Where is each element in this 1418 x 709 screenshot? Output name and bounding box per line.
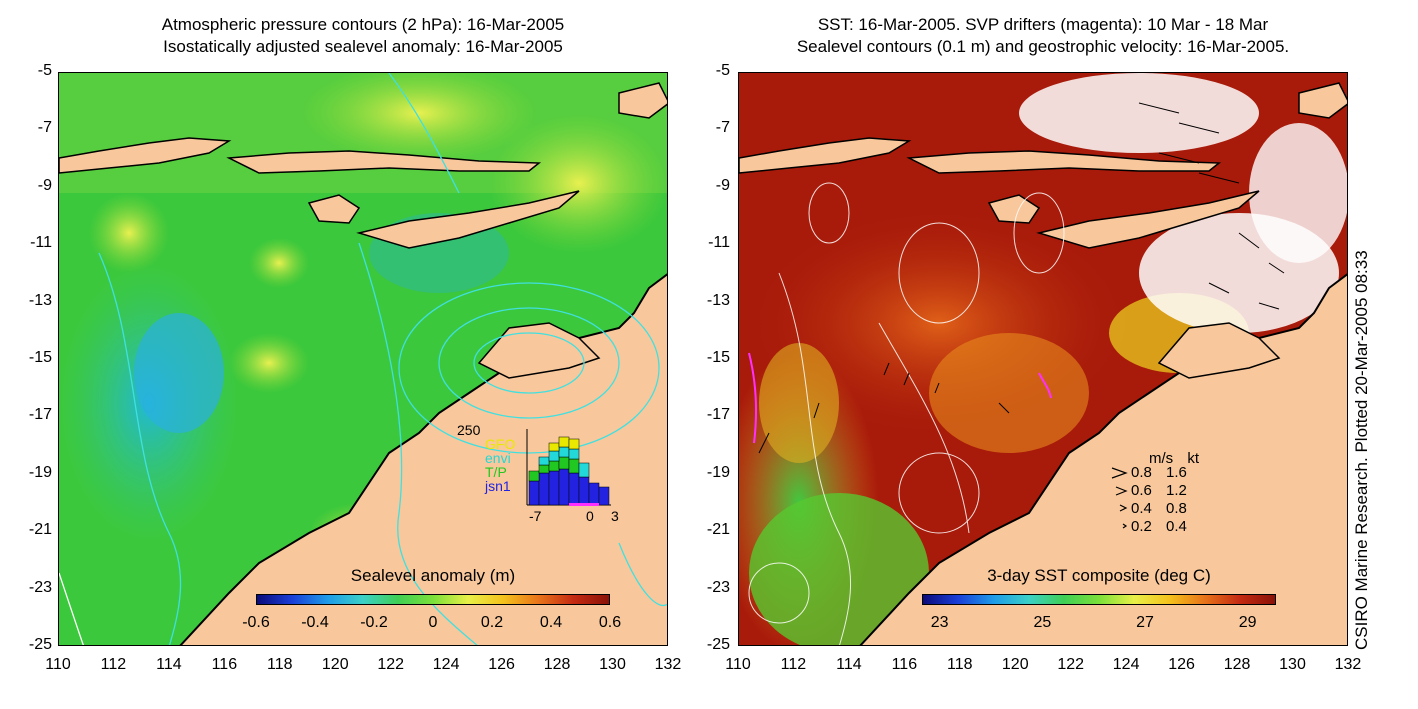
longitude-tick-label: 110 — [725, 656, 751, 673]
colorbar-tick-label: 0.6 — [598, 614, 622, 631]
lesser-sunda-islands — [226, 150, 542, 174]
speed-legend-row: 0.8 1.6 — [1131, 464, 1187, 481]
pressure-contours — [98, 73, 667, 645]
left-colorbar-title: Sealevel anomaly (m) — [350, 566, 516, 585]
longitude-tick-label: 122 — [1057, 656, 1085, 673]
latitude-tick-label: -25 — [28, 636, 52, 653]
geostrophic-velocity-arrows — [758, 102, 1285, 454]
speed-unit-kt: kt — [1187, 450, 1200, 467]
longitude-tick-label: 114 — [156, 656, 182, 673]
longitude-tick-label: 130 — [599, 656, 626, 673]
latitude-tick-label: -9 — [37, 176, 52, 194]
histogram-x-label-min: -7 — [529, 508, 542, 524]
longitude-tick-label: 128 — [1223, 656, 1251, 673]
sealevel-colorbar — [256, 594, 610, 605]
colorbar-tick-label: -0.2 — [360, 614, 388, 631]
longitude-tick-label: 118 — [267, 656, 293, 673]
longitude-tick-label: 124 — [1112, 656, 1140, 673]
sst-colorbar — [922, 594, 1276, 605]
legend-envi: envi — [485, 450, 511, 466]
right-title-line1: SST: 16-Mar-2005. SVP drifters (magenta)… — [817, 15, 1269, 34]
latitude-tick-label: -19 — [706, 463, 730, 481]
speed-unit-ms: m/s — [1149, 450, 1174, 467]
longitude-tick-label: 118 — [947, 656, 973, 673]
latitude-tick-label: -17 — [706, 406, 730, 424]
left-title-line2: Isostatically adjusted sealevel anomaly:… — [163, 37, 563, 56]
legend-gfo: GFO — [485, 436, 516, 452]
legend-jsn1: jsn1 — [485, 478, 511, 494]
latitude-tick-label: -5 — [715, 62, 730, 79]
latitude-tick-label: -23 — [706, 578, 730, 596]
speed-legend-arrows — [1111, 467, 1128, 529]
latitude-tick-label: -7 — [715, 119, 730, 137]
sst-map: m/s kt 0.8 1.6 0.6 1.2 0.4 0.8 0.2 0.4 — [738, 72, 1348, 646]
java-island — [739, 137, 912, 174]
credit-text: CSIRO Marine Research. Plotted 20-Mar-20… — [1352, 250, 1371, 650]
sst-map-graphic — [739, 73, 1347, 645]
colorbar-tick-label: -0.6 — [242, 614, 270, 631]
longitude-tick-label: 110 — [45, 656, 71, 673]
latitude-tick-label: -17 — [28, 406, 52, 424]
latitude-tick-label: -7 — [37, 119, 52, 137]
colorbar-tick-label: 0.2 — [480, 614, 504, 631]
timor-island — [356, 190, 580, 249]
colorbar-tick-label: 0.4 — [539, 614, 563, 631]
colorbar-tick-label: -0.4 — [301, 614, 329, 631]
speed-legend-row: 0.6 1.2 — [1131, 482, 1187, 499]
legend-tp: T/P — [485, 464, 507, 480]
longitude-tick-label: 124 — [432, 656, 460, 673]
longitude-tick-label: 126 — [1168, 656, 1195, 673]
speed-legend-row: 0.4 0.8 — [1131, 500, 1187, 517]
longitude-tick-label: 116 — [211, 656, 238, 673]
observation-histogram — [526, 429, 611, 506]
latitude-tick-label: -25 — [706, 636, 730, 653]
right-title-line2: Sealevel contours (0.1 m) and geostrophi… — [796, 37, 1290, 56]
longitude-tick-label: 112 — [780, 656, 807, 673]
speed-legend-header: m/s kt — [1149, 451, 1199, 467]
right-map-title: SST: 16-Mar-2005. SVP drifters (magenta)… — [738, 14, 1348, 58]
longitude-tick-label: 112 — [100, 656, 127, 673]
right-colorbar-title: 3-day SST composite (deg C) — [987, 566, 1211, 585]
longitude-tick-label: 132 — [654, 656, 682, 673]
latitude-tick-label: -15 — [706, 349, 730, 366]
latitude-tick-label: -11 — [30, 234, 52, 252]
histogram-x-label-zero: 0 — [586, 508, 594, 524]
longitude-tick-label: 116 — [891, 656, 918, 673]
longitude-tick-label: 130 — [1279, 656, 1306, 673]
longitude-tick-label: 122 — [377, 656, 405, 673]
sealevel-anomaly-map: 250 GFO envi T/P jsn1 -7 0 3 — [58, 72, 668, 646]
longitude-tick-label: 126 — [488, 656, 515, 673]
drifter-track — [748, 352, 758, 444]
latitude-tick-label: -21 — [706, 521, 730, 539]
sealevel-map-graphic — [59, 73, 667, 645]
longitude-tick-label: 128 — [543, 656, 571, 673]
longitude-tick-label: 114 — [836, 656, 862, 673]
latitude-tick-label: -23 — [28, 578, 52, 596]
timor-island — [1036, 190, 1260, 249]
colorbar-tick-label: 27 — [1136, 614, 1154, 631]
sealevel-contours — [748, 182, 1065, 645]
speed-legend-row: 0.2 0.4 — [1131, 518, 1187, 535]
latitude-tick-label: -9 — [715, 176, 730, 194]
left-title-line1: Atmospheric pressure contours (2 hPa): 1… — [161, 15, 565, 34]
java-island — [59, 137, 232, 174]
colorbar-tick-label: 25 — [1033, 614, 1052, 631]
colorbar-tick-label: 0 — [428, 614, 438, 631]
longitude-tick-label: 120 — [321, 656, 349, 673]
latitude-tick-label: -13 — [28, 291, 52, 309]
latitude-tick-label: -5 — [37, 62, 52, 79]
longitude-tick-label: 120 — [1001, 656, 1029, 673]
latitude-tick-label: -11 — [708, 234, 730, 252]
longitude-tick-label: 132 — [1334, 656, 1362, 673]
histogram-top-label: 250 — [457, 422, 481, 438]
left-map-title: Atmospheric pressure contours (2 hPa): 1… — [58, 14, 668, 58]
latitude-tick-label: -15 — [28, 349, 52, 366]
latitude-tick-label: -21 — [28, 521, 52, 539]
colorbar-tick-label: 23 — [930, 614, 949, 631]
latitude-tick-label: -13 — [706, 291, 730, 309]
histogram-x-label-max: 3 — [611, 508, 619, 524]
lesser-sunda-islands — [906, 150, 1222, 174]
colorbar-tick-label: 29 — [1238, 614, 1257, 631]
latitude-tick-label: -19 — [28, 463, 52, 481]
